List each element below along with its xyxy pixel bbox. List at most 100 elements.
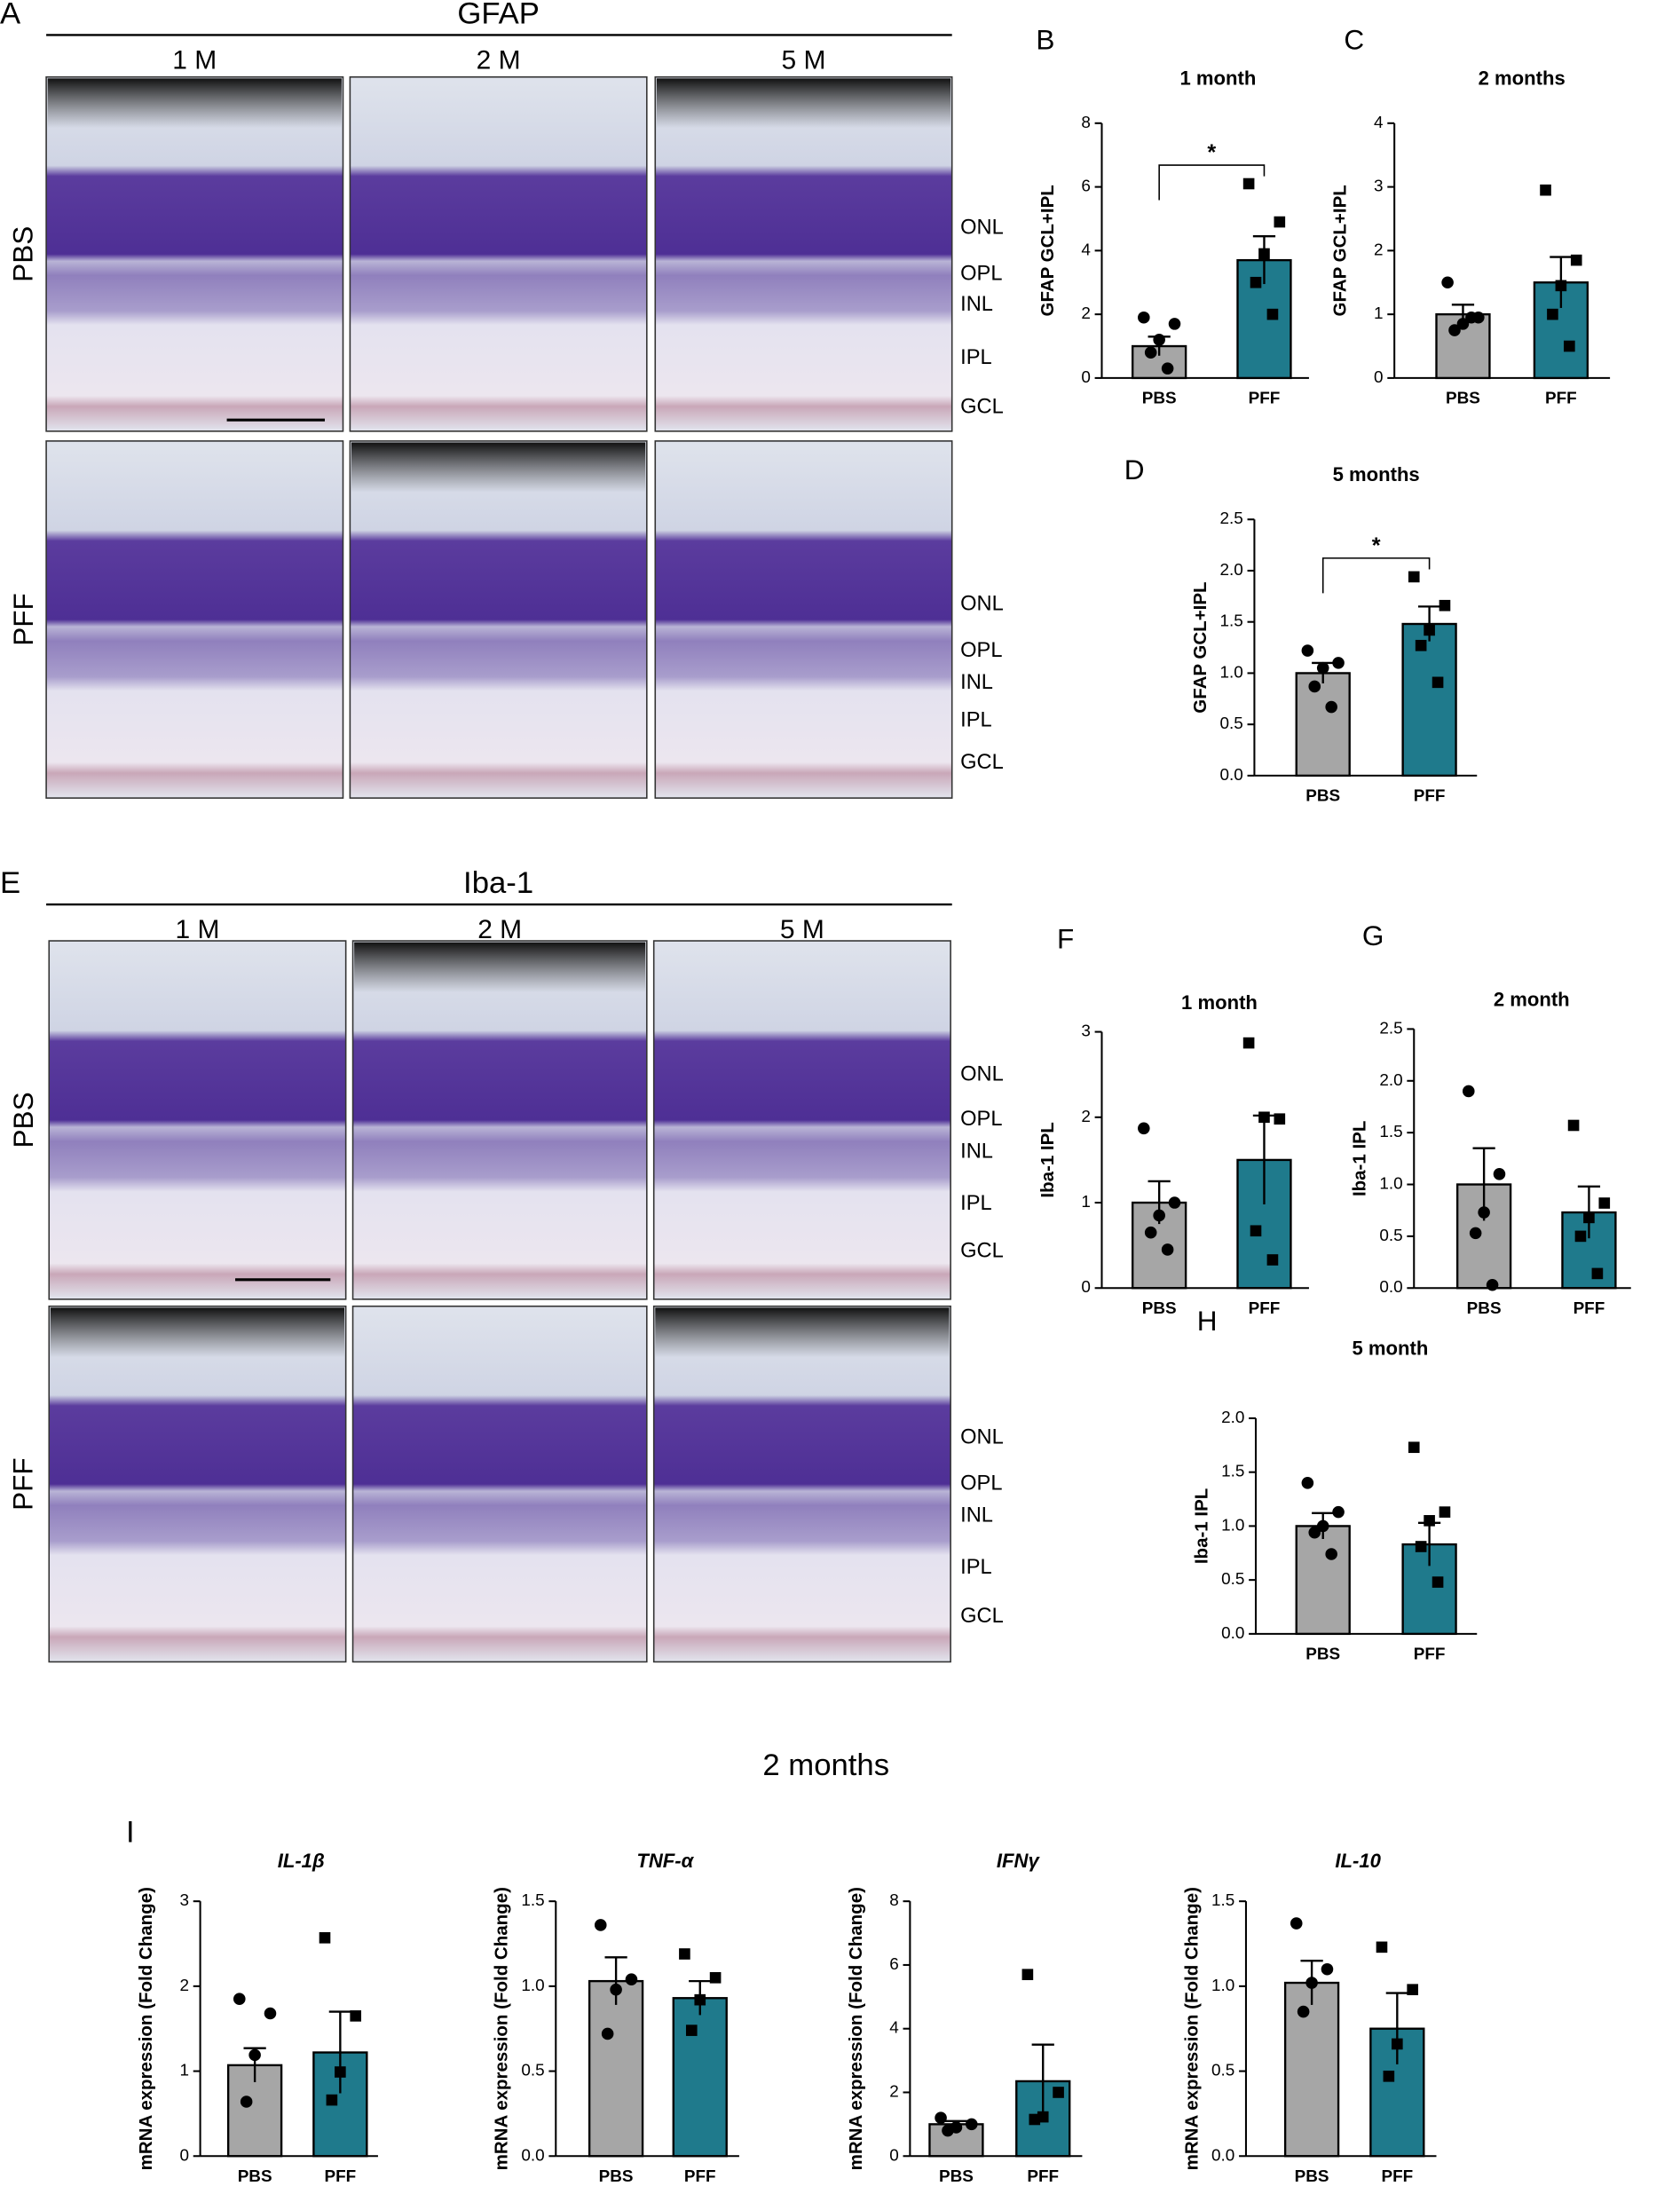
- data-point: [1168, 318, 1181, 330]
- layer-label: IPL: [960, 709, 992, 732]
- y-tick-label: 0.0: [1379, 1278, 1402, 1297]
- data-point: [1144, 1226, 1157, 1239]
- y-tick-label: 2: [889, 2082, 899, 2101]
- data-point: [601, 2027, 614, 2040]
- data-point: [1029, 2113, 1041, 2126]
- x-tick-label: PBS: [1305, 1646, 1340, 1664]
- data-point: [1407, 1984, 1418, 1996]
- panel-letter: F: [1057, 922, 1074, 954]
- data-point: [1266, 1254, 1279, 1266]
- chart-title: IL-10: [1335, 1850, 1381, 1872]
- pigment-layer: [47, 78, 342, 129]
- panel-letter: I: [126, 1816, 135, 1850]
- panel-letter: H: [1197, 1305, 1218, 1337]
- x-tick-label: PFF: [324, 2167, 356, 2186]
- data-point: [319, 1932, 331, 1944]
- data-point: [1415, 1541, 1427, 1552]
- chart: C 2 months GFAP GCL+IPL 0 1 2 3 4 PBS PFF: [1330, 24, 1611, 408]
- row-label: PBS: [7, 1092, 39, 1148]
- data-point: [1567, 1119, 1580, 1132]
- data-point: [1456, 318, 1470, 330]
- layer-label: ONL: [960, 593, 1004, 616]
- bar: [1295, 1525, 1351, 1636]
- data-point: [1332, 1505, 1345, 1519]
- y-tick-label: 4: [1081, 241, 1091, 259]
- data-point: [1153, 1209, 1165, 1222]
- y-axis-label: GFAP GCL+IPL: [1037, 185, 1058, 316]
- data-point: [1242, 1037, 1255, 1049]
- data-point: [1432, 676, 1444, 689]
- pigment-layer: [50, 1307, 345, 1358]
- chart: TNF-α mRNA expression (Fold Change) 0.0 0.5…: [492, 1850, 739, 2186]
- bar: [588, 1979, 644, 2158]
- data-point: [240, 2095, 253, 2108]
- x-tick-label: PFF: [1381, 2167, 1413, 2186]
- micrograph: [45, 440, 344, 799]
- data-point: [1301, 644, 1314, 657]
- y-axis-label: GFAP GCL+IPL: [1330, 185, 1351, 316]
- micrograph: [652, 1305, 951, 1663]
- layer-label: ONL: [960, 216, 1004, 239]
- micrograph: [654, 75, 953, 432]
- x-tick-label: PFF: [1249, 390, 1281, 408]
- data-point: [679, 1948, 690, 1960]
- significance-bracket: [1158, 164, 1266, 201]
- data-point: [1274, 216, 1286, 228]
- y-tick-label: 0: [889, 2146, 899, 2165]
- data-point: [709, 1971, 722, 1984]
- data-point: [694, 1993, 706, 2006]
- data-point: [1547, 308, 1558, 320]
- section-title: 2 months: [762, 1748, 889, 1782]
- chart: G 2 month Iba-1 IPL 0.0 0.5 1.0 1.5 2.0 2.5 PBS PF…: [1350, 919, 1631, 1318]
- data-point: [1290, 1917, 1303, 1930]
- bar: [672, 1997, 728, 2158]
- data-point: [1598, 1197, 1611, 1209]
- layer-label: GCL: [960, 751, 1004, 774]
- data-point: [1325, 1548, 1337, 1560]
- data-point: [1432, 1576, 1444, 1588]
- x-tick-label: PBS: [1467, 1299, 1502, 1318]
- chart: IL-1β mRNA expression (Fold Change) 0 1 2 3 PB…: [136, 1850, 378, 2186]
- chart-title: 2 months: [1479, 67, 1566, 90]
- bar: [1283, 1981, 1340, 2158]
- bar: [1236, 258, 1292, 380]
- data-point: [1266, 308, 1279, 320]
- y-tick-label: 3: [179, 1891, 189, 1910]
- data-point: [1408, 571, 1420, 583]
- y-tick-label: 1.0: [1211, 1977, 1234, 1995]
- data-point: [625, 1973, 638, 1985]
- column-label: 1 M: [172, 45, 217, 75]
- layer-label: INL: [960, 1140, 993, 1163]
- y-tick-label: 1.0: [521, 1977, 544, 1995]
- bar: [1455, 1183, 1512, 1290]
- y-tick-label: 0: [1081, 1278, 1091, 1297]
- data-point: [1564, 340, 1575, 352]
- y-tick-label: 0.0: [521, 2146, 544, 2165]
- data-point: [1583, 1211, 1595, 1224]
- column-label: 5 M: [782, 45, 826, 75]
- y-tick-label: 0.5: [1211, 2062, 1234, 2080]
- data-point: [1574, 1230, 1587, 1243]
- y-tick-label: 6: [889, 1955, 899, 1974]
- column-label: 5 M: [780, 915, 824, 944]
- layer-label: INL: [960, 293, 993, 316]
- layer-label: GCL: [960, 395, 1004, 418]
- data-point: [1161, 1243, 1174, 1256]
- x-tick-label: PFF: [1249, 1299, 1281, 1318]
- layer-label: ONL: [960, 1063, 1004, 1086]
- panel-letter: B: [1036, 24, 1054, 56]
- y-tick-label: 0.0: [1211, 2146, 1234, 2165]
- data-point: [1441, 276, 1454, 289]
- data-point: [1250, 1225, 1262, 1237]
- chart-title: 2 month: [1494, 989, 1570, 1011]
- micrograph: [48, 940, 347, 1300]
- column-label: 2 M: [477, 45, 521, 75]
- data-point: [1591, 1267, 1604, 1280]
- layer-label: ONL: [960, 1425, 1004, 1448]
- pigment-layer: [351, 442, 646, 493]
- layer-label: IPL: [960, 1556, 992, 1579]
- y-tick-label: 2.0: [1379, 1071, 1402, 1090]
- x-tick-label: PBS: [939, 2167, 974, 2186]
- data-point: [610, 1983, 622, 1996]
